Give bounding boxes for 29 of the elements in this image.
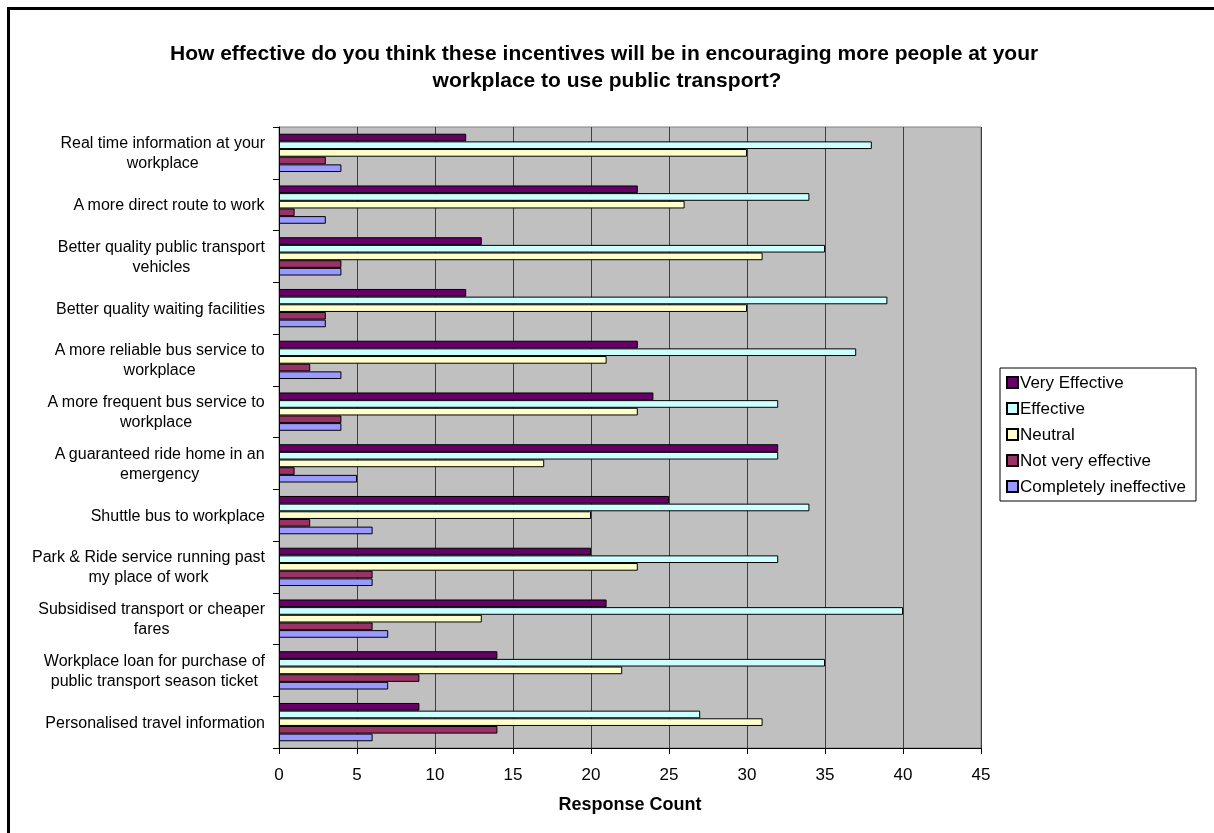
y-tick-label: A more frequent bus service to workplace [47, 393, 265, 431]
y-tick-label: Subsidised transport or cheaper fares [38, 600, 266, 638]
legend-label: Not very effective [1020, 451, 1152, 470]
x-tick-label: 20 [581, 765, 601, 784]
y-tick-label: Better quality waiting facilities [56, 299, 265, 317]
y-tick-label: Better quality public transport vehicles [57, 237, 266, 275]
chart-title: How effective do you think these incentives will be in encouraging more people at your workplace to use public transport? [169, 41, 1045, 91]
x-tick-label: 45 [971, 765, 991, 784]
x-tick-label: 0 [274, 765, 284, 784]
y-tick-label: Park & Ride service running past my place of work [32, 548, 266, 586]
legend-label: Very Effective [1020, 373, 1124, 392]
y-tick-label: Shuttle bus to workplace [90, 506, 266, 524]
y-tick-label: A guaranteed ride home in an emergency [54, 444, 265, 482]
x-tick-label: 10 [425, 765, 445, 784]
x-tick-label: 40 [893, 765, 913, 784]
legend-label: Effective [1020, 399, 1085, 418]
y-tick-label: Personalised travel information [45, 713, 265, 731]
legend-label: Completely ineffective [1020, 477, 1186, 496]
x-tick-label: 5 [352, 765, 362, 784]
x-tick-label: 15 [503, 765, 523, 784]
legend-label: Neutral [1020, 425, 1075, 444]
y-tick-label: A more reliable bus service to workplace [54, 341, 265, 379]
y-tick-label: A more direct route to work [73, 196, 266, 214]
x-tick-label: 30 [737, 765, 757, 784]
x-axis-title: Response Count [558, 794, 702, 814]
y-tick-label: Workplace loan for purchase of public transport season ticket [43, 651, 266, 689]
x-tick-label: 25 [659, 765, 679, 784]
y-tick-label: Real time information at your workplace [60, 134, 266, 172]
x-tick-label: 35 [815, 765, 835, 784]
